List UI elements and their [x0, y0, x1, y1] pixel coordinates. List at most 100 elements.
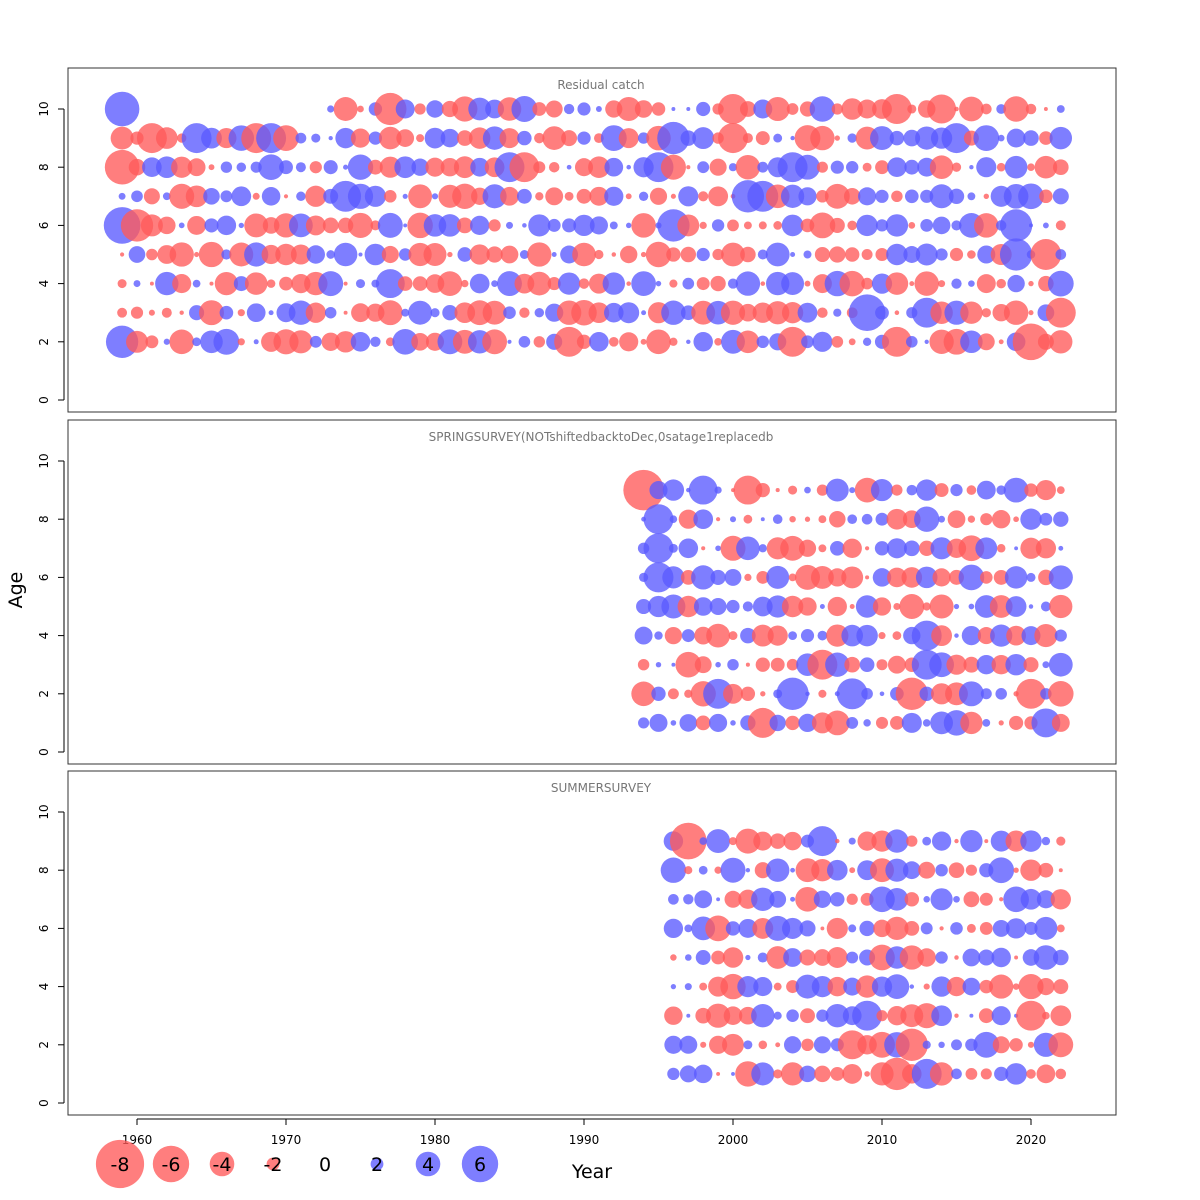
bubble — [963, 656, 980, 673]
bubble — [837, 1030, 867, 1060]
bubble — [852, 1000, 883, 1031]
bubble — [740, 246, 756, 263]
bubble — [657, 121, 690, 155]
bubble — [1049, 594, 1073, 619]
bubble — [1034, 155, 1058, 179]
bubble — [1055, 220, 1066, 231]
bubble — [973, 1031, 1000, 1058]
bubble — [958, 564, 985, 591]
bubble — [781, 214, 804, 237]
bubble — [594, 249, 604, 260]
bubble — [1052, 188, 1069, 205]
bubble — [958, 681, 984, 707]
bubble — [350, 128, 371, 148]
bubble — [751, 1062, 775, 1086]
bubble — [804, 516, 811, 522]
bubble — [720, 300, 746, 325]
bubble — [798, 597, 817, 616]
bubble — [470, 215, 490, 236]
bubble — [959, 96, 984, 122]
bubble — [289, 330, 313, 354]
bubble — [576, 334, 592, 349]
bubble — [817, 630, 828, 641]
legend-bubble — [415, 1151, 441, 1177]
bubble — [830, 892, 845, 907]
bubble — [1025, 103, 1037, 115]
bubble — [1012, 983, 1020, 990]
bubble — [831, 103, 843, 115]
bubble — [991, 654, 1011, 675]
bubble — [1004, 566, 1028, 589]
bubble — [1020, 888, 1042, 910]
bubble — [788, 573, 797, 582]
bubble — [668, 893, 679, 905]
panel-title: Residual catch — [557, 78, 644, 92]
legend-label: 4 — [422, 1154, 434, 1176]
bubble — [1005, 830, 1027, 852]
bubble — [192, 279, 201, 288]
bubble — [739, 101, 756, 117]
bubble — [825, 1003, 850, 1028]
bubble — [984, 839, 989, 844]
bubble — [870, 126, 894, 151]
bubble — [1042, 661, 1050, 669]
panel-frame — [67, 67, 1117, 413]
bubble — [983, 193, 989, 199]
bubble — [142, 157, 162, 177]
bubbles — [103, 91, 1076, 361]
bubble — [799, 1065, 816, 1083]
bubble — [171, 156, 193, 178]
bubble — [651, 686, 666, 701]
bubble — [963, 891, 980, 908]
bubble — [663, 918, 684, 939]
bubble — [743, 514, 753, 524]
bubble — [231, 186, 252, 207]
bubble — [1018, 974, 1044, 1000]
bubble — [438, 214, 462, 237]
bubble — [482, 126, 507, 150]
bubble — [275, 243, 297, 266]
bubble — [305, 302, 326, 323]
bubble — [755, 131, 770, 146]
bubble — [843, 188, 861, 205]
bubble — [634, 100, 653, 118]
bubble — [691, 565, 716, 590]
bubble — [295, 162, 306, 173]
bubble — [619, 332, 639, 352]
bubble — [915, 126, 939, 150]
bubble — [1035, 480, 1056, 501]
bubble — [646, 329, 671, 355]
bubble — [938, 280, 946, 288]
bubble — [775, 1042, 781, 1048]
bubble — [727, 219, 739, 232]
bubble — [904, 892, 920, 907]
bubble — [1028, 604, 1034, 609]
bubble — [637, 658, 650, 671]
bubble — [158, 216, 176, 235]
bubble — [993, 569, 1009, 585]
bubble — [322, 217, 339, 234]
x-axis: 1960 1970 1980 1990 2000 2010 2020 — [122, 1118, 1046, 1147]
y-tick-label: 8 — [37, 163, 51, 171]
legend-bubble — [266, 1157, 280, 1171]
bubble — [1005, 596, 1027, 617]
bubble — [600, 125, 627, 152]
bubble — [532, 102, 547, 116]
bubble — [980, 103, 992, 115]
bubble — [416, 134, 425, 143]
bubble — [411, 332, 429, 351]
bubble — [237, 338, 245, 346]
bubble — [772, 514, 783, 524]
bubble — [766, 946, 790, 969]
bubble — [469, 273, 490, 294]
bubble — [766, 595, 789, 618]
bubble — [1052, 949, 1069, 966]
bubble — [364, 243, 387, 266]
bubble — [1004, 155, 1028, 179]
bubble — [377, 212, 403, 238]
y-tick-label: 2 — [37, 338, 51, 346]
bubble — [333, 242, 358, 267]
bubble — [844, 247, 860, 262]
bubble — [392, 328, 419, 355]
bubble — [670, 720, 677, 726]
